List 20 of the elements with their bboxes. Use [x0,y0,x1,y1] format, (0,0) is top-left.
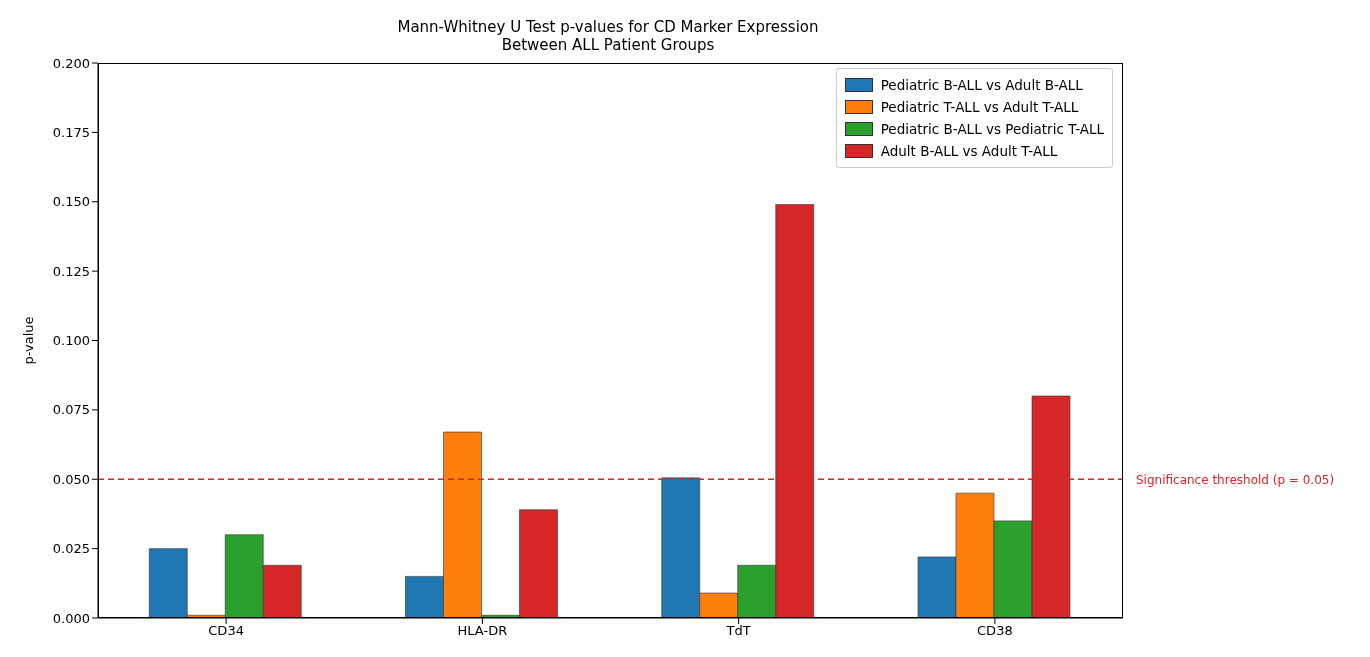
legend-label: Pediatric T-ALL vs Adult T-ALL [880,99,1079,115]
y-tick-label: 0.000 [52,610,90,626]
y-tick-label: 0.200 [52,55,90,71]
y-tick-label: 0.125 [52,263,90,279]
y-tick-label: 0.175 [52,124,90,140]
legend-label: Adult B-ALL vs Adult T-ALL [880,143,1058,159]
x-tick-label: HLA-DR [457,623,508,639]
legend-label: Pediatric B-ALL vs Pediatric T-ALL [880,121,1104,137]
chart-title: Mann-Whitney U Test p-values for CD Marker Expression Between ALL Patient Groups [396,18,820,54]
x-tick-label: CD38 [977,623,1013,639]
ref-line-label: Significance threshold (p = 0.05) [1136,472,1335,487]
x-tick-label: CD34 [208,623,244,639]
legend-label: Pediatric B-ALL vs Adult B-ALL [880,77,1083,93]
y-tick-label: 0.100 [52,333,90,349]
y-tick-label: 0.150 [52,194,90,210]
y-axis-title: p-value [20,316,36,365]
y-tick-label: 0.025 [52,541,90,557]
x-tick-label: TdT [725,623,751,639]
y-tick-label: 0.075 [52,402,90,418]
y-tick-label: 0.050 [52,471,90,487]
